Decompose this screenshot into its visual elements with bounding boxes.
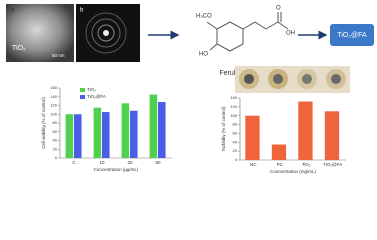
legend-swatch — [80, 95, 85, 99]
x-axis-label: Concentration (µg/mL) — [94, 167, 139, 172]
tem-image — [6, 4, 74, 62]
bar — [74, 114, 82, 158]
y-tick-label: 20 — [53, 146, 58, 151]
y-tick-label: 140 — [50, 94, 57, 99]
atom-label: HO — [199, 52, 208, 58]
x-axis-label: Concentration (mg/mL) — [270, 169, 317, 174]
y-tick-label: 100 — [50, 111, 57, 116]
y-tick-label: 60 — [53, 129, 58, 134]
x-tick-label: NC — [250, 162, 257, 167]
y-axis-label: Turbidity (% of control) — [221, 106, 226, 152]
bar — [298, 101, 313, 160]
material-label: TiO₂ — [12, 45, 26, 52]
bar — [102, 112, 110, 158]
atom-label: H₃CO — [196, 14, 212, 20]
atom-label: OH — [286, 31, 295, 37]
graphical-abstract: a TiO₂ 50 nm b H₃CO HO OH O Ferulic Acid… — [6, 4, 374, 174]
x-tick-label: 20 — [127, 160, 133, 165]
bar — [65, 114, 74, 158]
bar — [93, 107, 102, 158]
y-tick-label: 40 — [53, 138, 58, 143]
y-tick-label: 80 — [233, 122, 238, 127]
diffraction-ring — [91, 18, 121, 48]
y-tick-label: 120 — [230, 104, 237, 109]
x-tick-label: C — [72, 160, 76, 165]
scale-label: 50 nm — [52, 53, 65, 58]
x-tick-label: TiO₂@FA — [323, 162, 342, 167]
y-tick-label: 140 — [230, 95, 237, 100]
y-tick-label: 80 — [53, 120, 58, 125]
panel-label: a — [11, 8, 15, 14]
wells — [239, 69, 346, 89]
diffraction-ring — [97, 24, 115, 42]
y-tick-label: 40 — [233, 139, 238, 144]
bar — [324, 111, 340, 160]
x-tick-label: PC — [277, 162, 284, 167]
x-tick-label: 10 — [99, 160, 105, 165]
y-tick-label: 20 — [233, 148, 238, 153]
y-tick-label: 0 — [235, 157, 238, 162]
bar — [121, 103, 130, 158]
bar — [149, 94, 158, 158]
legend-label: TiO₂ — [87, 87, 96, 92]
bar — [271, 144, 287, 160]
y-tick-label: 100 — [230, 113, 237, 118]
y-tick-label: 120 — [50, 103, 57, 108]
product-box — [330, 24, 374, 46]
bar — [158, 102, 166, 158]
bar — [245, 115, 260, 160]
panel-label: b — [80, 8, 84, 14]
legend-label: TiO₂@FA — [87, 94, 106, 99]
atom-label: O — [276, 6, 281, 12]
diffraction-center — [103, 30, 109, 36]
structure — [206, 12, 289, 52]
bar — [130, 110, 138, 158]
y-tick-label: 60 — [233, 130, 238, 135]
x-tick-label: TiO₂ — [302, 162, 311, 167]
y-tick-label: 0 — [55, 155, 58, 160]
product-label: TiO₂@FA — [337, 32, 367, 39]
legend-swatch — [80, 88, 85, 92]
y-axis-label: Cell viability (% of control) — [41, 97, 46, 149]
x-tick-label: 50 — [155, 160, 161, 165]
y-tick-label: 160 — [50, 85, 57, 90]
diffraction-ring — [85, 12, 127, 54]
